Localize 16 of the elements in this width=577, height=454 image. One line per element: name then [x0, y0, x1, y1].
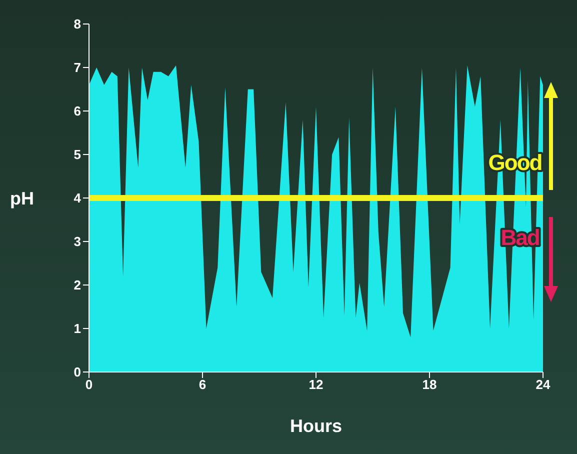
y-tick-label: 0 — [74, 364, 81, 380]
y-tick-label: 6 — [74, 104, 81, 119]
y-tick-label: 2 — [74, 278, 81, 293]
x-tick-label: 0 — [85, 377, 93, 392]
y-tick-label: 4 — [74, 190, 82, 206]
x-tick-label: 6 — [198, 377, 206, 392]
y-tick-label: 8 — [74, 16, 81, 32]
x-tick-label: 18 — [422, 377, 437, 392]
y-tick-label: 1 — [74, 321, 81, 336]
x-tick-label: 24 — [536, 377, 551, 392]
y-tick-label: 3 — [74, 234, 81, 250]
y-tick-label: 5 — [74, 147, 81, 162]
y-tick-label: 7 — [74, 60, 81, 76]
x-axis-title: Hours — [290, 416, 342, 436]
y-axis-title: pH — [10, 188, 34, 208]
x-tick-label: 12 — [308, 377, 324, 392]
